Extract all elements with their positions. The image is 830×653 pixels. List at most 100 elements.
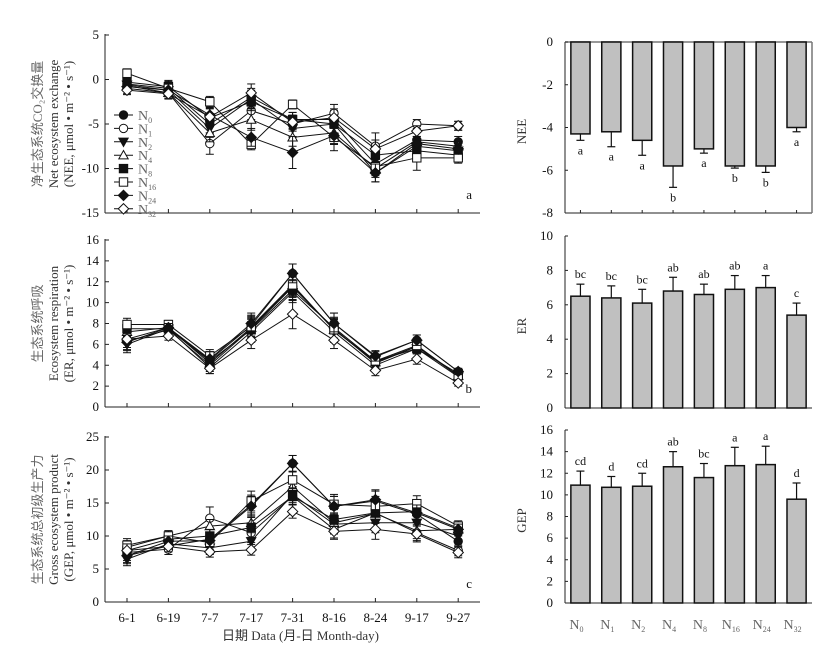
- data-point: [162, 330, 175, 342]
- data-point: [245, 500, 258, 513]
- legend-label-sub: 8: [148, 170, 152, 179]
- x-tick-label-main: N: [569, 618, 579, 633]
- legend-item-N24: N24: [114, 189, 156, 205]
- legend-label: N4: [138, 149, 152, 165]
- x-axis-title: 日期 Data (月-日 Month-day): [222, 628, 379, 643]
- y-tick-label: 6: [547, 297, 554, 312]
- legend-label: N0: [138, 109, 152, 125]
- bar-N0: [570, 295, 591, 409]
- legend-label-sub: 0: [148, 116, 152, 125]
- significance-letter: bc: [606, 269, 617, 283]
- x-tick-label-main: N: [600, 618, 610, 633]
- series-N32: [121, 504, 465, 559]
- bar-panel-e: 10 8 6 4 2 0 ER bc bc bc ab ab ab a c: [514, 228, 812, 415]
- data-point: [245, 334, 258, 347]
- data-point: [245, 317, 258, 330]
- data-point: [287, 491, 298, 502]
- line-panel-c: 25 20 15 10 5 0 6-1 6-19 7-7 7-17 7-31 8-16 8-24 9-17…: [30, 429, 480, 643]
- legend-label: N24: [138, 189, 156, 205]
- legend-item-N16: N16: [114, 176, 156, 192]
- significance-letter: d: [608, 459, 614, 473]
- legend-marker: [117, 137, 130, 148]
- x-tick-label: 9-17: [405, 610, 429, 625]
- y-tick-label: 0: [547, 34, 554, 49]
- legend-label: N8: [138, 163, 152, 179]
- y-axis-title: NEE: [514, 119, 529, 144]
- significance-letter: b: [670, 190, 676, 204]
- bar-N8: [693, 41, 715, 150]
- bar-N4: [662, 41, 684, 167]
- y-tick-label: 25: [86, 429, 99, 444]
- x-tick-label-main: N: [753, 618, 763, 633]
- data-point: [121, 84, 133, 97]
- data-point: [204, 127, 216, 138]
- legend-item-N0: N0: [114, 109, 152, 125]
- data-point: [369, 349, 382, 362]
- y-tick-label: 16: [86, 232, 100, 247]
- significance-letter: bc: [637, 272, 648, 286]
- y-tick-label: 2: [547, 573, 554, 588]
- y-tick-label: 16: [540, 422, 554, 437]
- bar-N8: [693, 293, 715, 409]
- data-point: [328, 129, 340, 142]
- data-point: [410, 334, 423, 347]
- panel-letter: a: [466, 187, 472, 202]
- significance-letter: ab: [667, 260, 678, 274]
- y-tick-label: 2: [547, 366, 554, 381]
- legend-label-main: N: [138, 163, 148, 178]
- x-tick-label: N24: [753, 618, 771, 634]
- significance-letter: ab: [698, 267, 709, 281]
- legend-label: N16: [138, 176, 156, 192]
- y-tick-label: 0: [547, 595, 554, 610]
- bar-N24: [755, 286, 777, 409]
- legend-label-main: N: [138, 189, 148, 204]
- data-point: [369, 143, 382, 155]
- significance-letter: b: [732, 171, 738, 185]
- legend-marker: [118, 177, 129, 187]
- x-tick-label: 6-19: [156, 610, 180, 625]
- y-tick-label: 10: [86, 528, 99, 543]
- y-tick-label: 2: [93, 378, 100, 393]
- data-point: [410, 353, 423, 365]
- data-point: [369, 364, 382, 377]
- line-panel-a: 5 0 -5 -10 -15 a 净生态系统CO₂交换量 Net ecosystem exch…: [30, 27, 480, 220]
- data-point: [453, 153, 463, 163]
- significance-letter: a: [794, 135, 800, 149]
- bar-N24: [755, 463, 777, 604]
- x-tick-label-sub: 1: [610, 625, 614, 634]
- x-tick-label: 7-31: [281, 610, 305, 625]
- y-tick-label: 14: [86, 253, 100, 268]
- series-N32: [121, 83, 465, 159]
- bar-N16: [724, 288, 746, 409]
- significance-letter: d: [794, 466, 800, 480]
- data-point: [410, 125, 423, 138]
- legend-item-N2: N2: [114, 136, 152, 152]
- y-tick-label: -15: [82, 205, 99, 220]
- x-tick-label-sub: 2: [641, 625, 645, 634]
- x-tick-label: 7-7: [201, 610, 219, 625]
- significance-letter: a: [701, 156, 707, 170]
- x-tick-label-sub: 24: [763, 625, 771, 634]
- bar-N1: [600, 41, 622, 133]
- data-point: [369, 167, 382, 179]
- y-tick-label: 8: [547, 262, 554, 277]
- data-point: [452, 377, 465, 389]
- y-tick-label: -6: [542, 162, 553, 177]
- legend-marker: [117, 189, 130, 202]
- legend-marker: [118, 123, 129, 134]
- x-tick-label: N4: [662, 618, 676, 634]
- bar-N16: [724, 41, 746, 167]
- y-tick-label: -4: [542, 120, 553, 135]
- bar-N32: [786, 41, 807, 129]
- significance-letter: b: [763, 175, 769, 189]
- significance-letter: a: [640, 158, 646, 172]
- x-tick-label-main: N: [722, 618, 732, 633]
- legend-label-main: N: [138, 149, 148, 164]
- bar-N1: [600, 297, 622, 409]
- data-point: [369, 493, 382, 506]
- legend-label-sub: 16: [148, 183, 156, 192]
- data-point: [245, 131, 258, 144]
- y-axis-title-en: Gross ecosystem product: [46, 454, 61, 585]
